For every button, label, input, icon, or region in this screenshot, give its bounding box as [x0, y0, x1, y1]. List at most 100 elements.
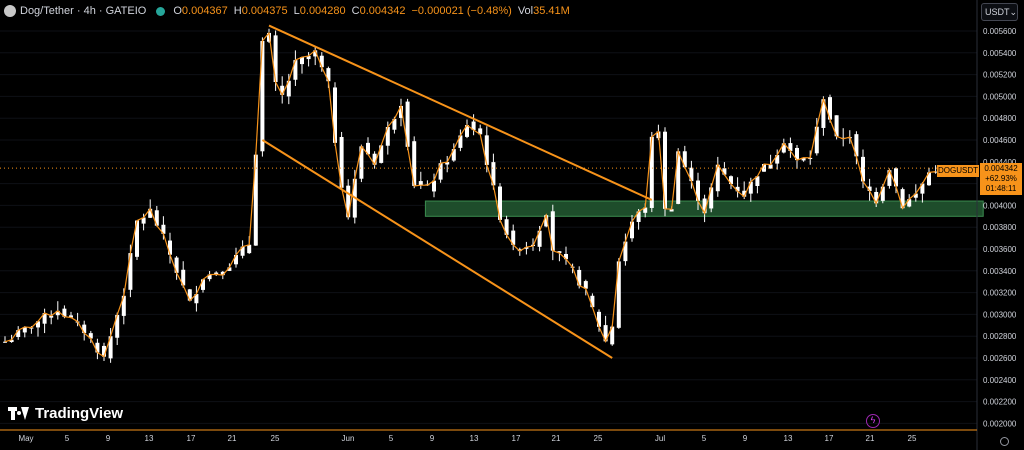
time-tick-3: 13 — [145, 434, 154, 443]
price-tick-4: 0.004800 — [983, 114, 1017, 123]
candle-body — [161, 224, 166, 234]
candle-body — [788, 143, 793, 151]
currency-selector[interactable]: USDT ⌄ — [981, 3, 1018, 21]
candle-body — [709, 187, 714, 209]
candle-body — [458, 135, 463, 148]
price-label: 0.004342 +62.93% 01:48:11 — [980, 163, 1022, 195]
candle-body — [682, 151, 687, 168]
candle-body — [220, 271, 225, 276]
candle-body — [511, 230, 516, 245]
candle-body — [696, 180, 700, 201]
price-tick-9: 0.003800 — [983, 223, 1017, 232]
candle-body — [399, 105, 403, 118]
chart-grid — [0, 30, 977, 424]
candle-body — [42, 313, 47, 324]
time-axis: May 5 9 13 17 21 25 Jun 5 9 13 17 21 25 Jul 5 9 13 17 21 25 — [18, 434, 917, 443]
symbol-price-tag: DOGUSDT — [937, 165, 979, 177]
candle-body — [55, 310, 60, 316]
candle-body — [247, 244, 252, 254]
time-tick-12: 21 — [552, 434, 561, 443]
candle-body — [187, 289, 192, 301]
candle-body — [385, 126, 390, 146]
low-value: 0.004280 — [299, 5, 346, 17]
lightning-icon[interactable]: ϟ — [866, 414, 880, 428]
candle-body — [201, 279, 205, 290]
candle-body — [293, 60, 298, 80]
indicator-line — [4, 31, 936, 358]
candle-body — [135, 220, 139, 257]
candle-body — [887, 170, 892, 186]
time-tick-15: 5 — [702, 434, 707, 443]
candle-body — [412, 141, 417, 186]
candle-body — [689, 167, 694, 182]
open-value: 0.004367 — [181, 5, 228, 17]
time-tick-16: 9 — [743, 434, 748, 443]
candle-body — [313, 50, 318, 57]
price-axis: 0.005600 0.005400 0.005200 0.005000 0.004800… — [983, 27, 1017, 428]
price-tick-0: 0.005600 — [983, 27, 1017, 36]
high-value: 0.004375 — [241, 5, 288, 17]
candle-body — [755, 176, 760, 186]
candle-body — [636, 211, 641, 222]
candle-body — [775, 155, 780, 164]
candle-body — [491, 162, 496, 186]
candle-body — [498, 186, 502, 220]
candle-body — [102, 345, 106, 357]
candle-body — [564, 253, 568, 260]
time-tick-18: 17 — [825, 434, 834, 443]
gear-icon[interactable] — [1000, 437, 1009, 446]
price-tick-2: 0.005200 — [983, 71, 1017, 80]
channel-upper-line[interactable] — [268, 24, 653, 201]
candle-body — [154, 210, 159, 226]
candle-body — [478, 128, 483, 135]
candle-body — [544, 215, 549, 227]
time-tick-7: Jun — [342, 434, 355, 443]
candle-body — [174, 257, 179, 273]
candle-body — [524, 247, 529, 249]
volume-key: Vol — [517, 5, 534, 17]
candle-body — [168, 240, 172, 255]
candle-body — [128, 253, 133, 290]
chevron-down-icon: ⌄ — [1009, 6, 1018, 17]
candle-body — [379, 145, 384, 163]
symbol-title[interactable]: Dog/Tether · 4h · GATEIO — [20, 5, 147, 17]
time-tick-13: 25 — [594, 434, 603, 443]
candle-body — [333, 87, 337, 143]
candle-body — [814, 126, 819, 154]
candle-body — [590, 295, 595, 308]
close-value: 0.004342 — [359, 5, 406, 17]
candle-body — [16, 330, 21, 337]
candle-body — [471, 121, 476, 131]
price-tick-14: 0.002800 — [983, 332, 1017, 341]
price-tick-1: 0.005400 — [983, 49, 1017, 58]
candle-body — [438, 163, 443, 180]
candle-body — [69, 315, 73, 318]
price-tick-3: 0.005000 — [983, 92, 1017, 101]
candle-body — [392, 118, 397, 130]
price-label-countdown: 01:48:11 — [985, 184, 1017, 193]
candle-body — [88, 333, 93, 339]
candle-body — [62, 308, 67, 317]
time-tick-10: 13 — [470, 434, 479, 443]
candle-body — [214, 272, 219, 275]
channel-lower-line[interactable] — [261, 139, 613, 359]
candle-body — [484, 135, 489, 165]
candle-body — [894, 168, 898, 187]
time-tick-20: 25 — [908, 434, 917, 443]
candle-body — [781, 143, 786, 153]
candle-body — [920, 183, 925, 194]
candle-body — [748, 181, 753, 194]
candle-body — [603, 325, 608, 342]
candle-body — [874, 191, 879, 204]
candle-body — [610, 326, 615, 345]
open-key: O — [173, 5, 182, 17]
candle-body — [867, 186, 872, 191]
price-tick-18: 0.002000 — [983, 419, 1017, 428]
candle-body — [240, 246, 245, 256]
currency-label: USDT — [985, 7, 1010, 17]
time-tick-6: 25 — [271, 434, 280, 443]
tradingview-logo[interactable]: TradingView — [8, 405, 123, 422]
candle-body — [834, 115, 839, 137]
price-tick-17: 0.002200 — [983, 398, 1017, 407]
